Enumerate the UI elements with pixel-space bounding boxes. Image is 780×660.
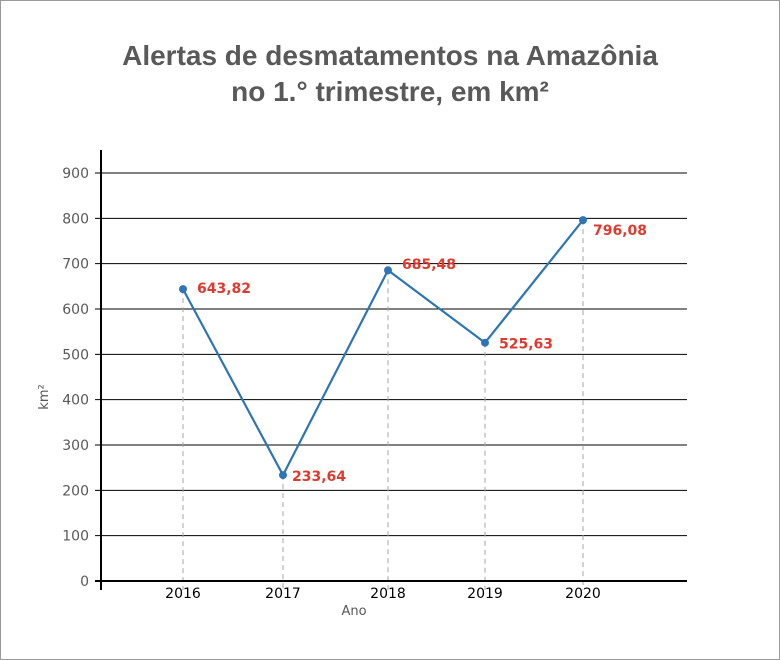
x-axis-label: Ano	[341, 604, 366, 619]
gridlines	[95, 172, 687, 537]
data-point	[579, 216, 587, 225]
data-label: 233,64	[292, 469, 346, 485]
x-tick-label: 2016	[165, 586, 201, 602]
y-tick-label: 700	[62, 257, 89, 273]
x-tick-labels: 2016 2017 2018 2019 2020	[165, 586, 601, 602]
x-tick-label: 2017	[265, 586, 301, 602]
x-tick-label: 2019	[467, 586, 503, 602]
y-tick-label: 0	[80, 574, 89, 590]
data-label: 796,08	[593, 223, 647, 239]
y-tick-label: 100	[62, 529, 89, 545]
y-tick-label: 900	[62, 166, 89, 182]
y-tick-label: 500	[62, 347, 89, 363]
data-label: 685,48	[402, 257, 456, 273]
data-labels: 643,82 233,64 685,48 525,63 796,08	[197, 223, 647, 485]
x-tick-label: 2018	[370, 586, 406, 602]
data-point	[279, 471, 287, 480]
y-tick-labels: 0 100 200 300 400 500 600 700 800 900	[62, 166, 89, 590]
data-points	[179, 216, 587, 480]
chart-title: Alertas de desmatamentos na Amazônia no …	[0, 38, 780, 110]
guide-lines	[182, 220, 584, 590]
chart-title-line-1: Alertas de desmatamentos na Amazônia	[122, 40, 658, 71]
axes	[95, 150, 687, 590]
y-tick-label: 800	[62, 211, 89, 227]
data-point	[179, 285, 187, 294]
y-tick-label: 600	[62, 302, 89, 318]
y-axis-label: km²	[37, 384, 52, 409]
chart-title-line-2: no 1.° trimestre, em km²	[231, 76, 549, 107]
y-tick-label: 300	[62, 438, 89, 454]
y-tick-label: 400	[62, 393, 89, 409]
data-label: 525,63	[499, 337, 553, 353]
x-tick-label: 2020	[565, 586, 601, 602]
data-point	[481, 338, 489, 347]
y-tick-label: 200	[62, 483, 89, 499]
data-point	[384, 266, 392, 275]
data-label: 643,82	[197, 281, 251, 297]
